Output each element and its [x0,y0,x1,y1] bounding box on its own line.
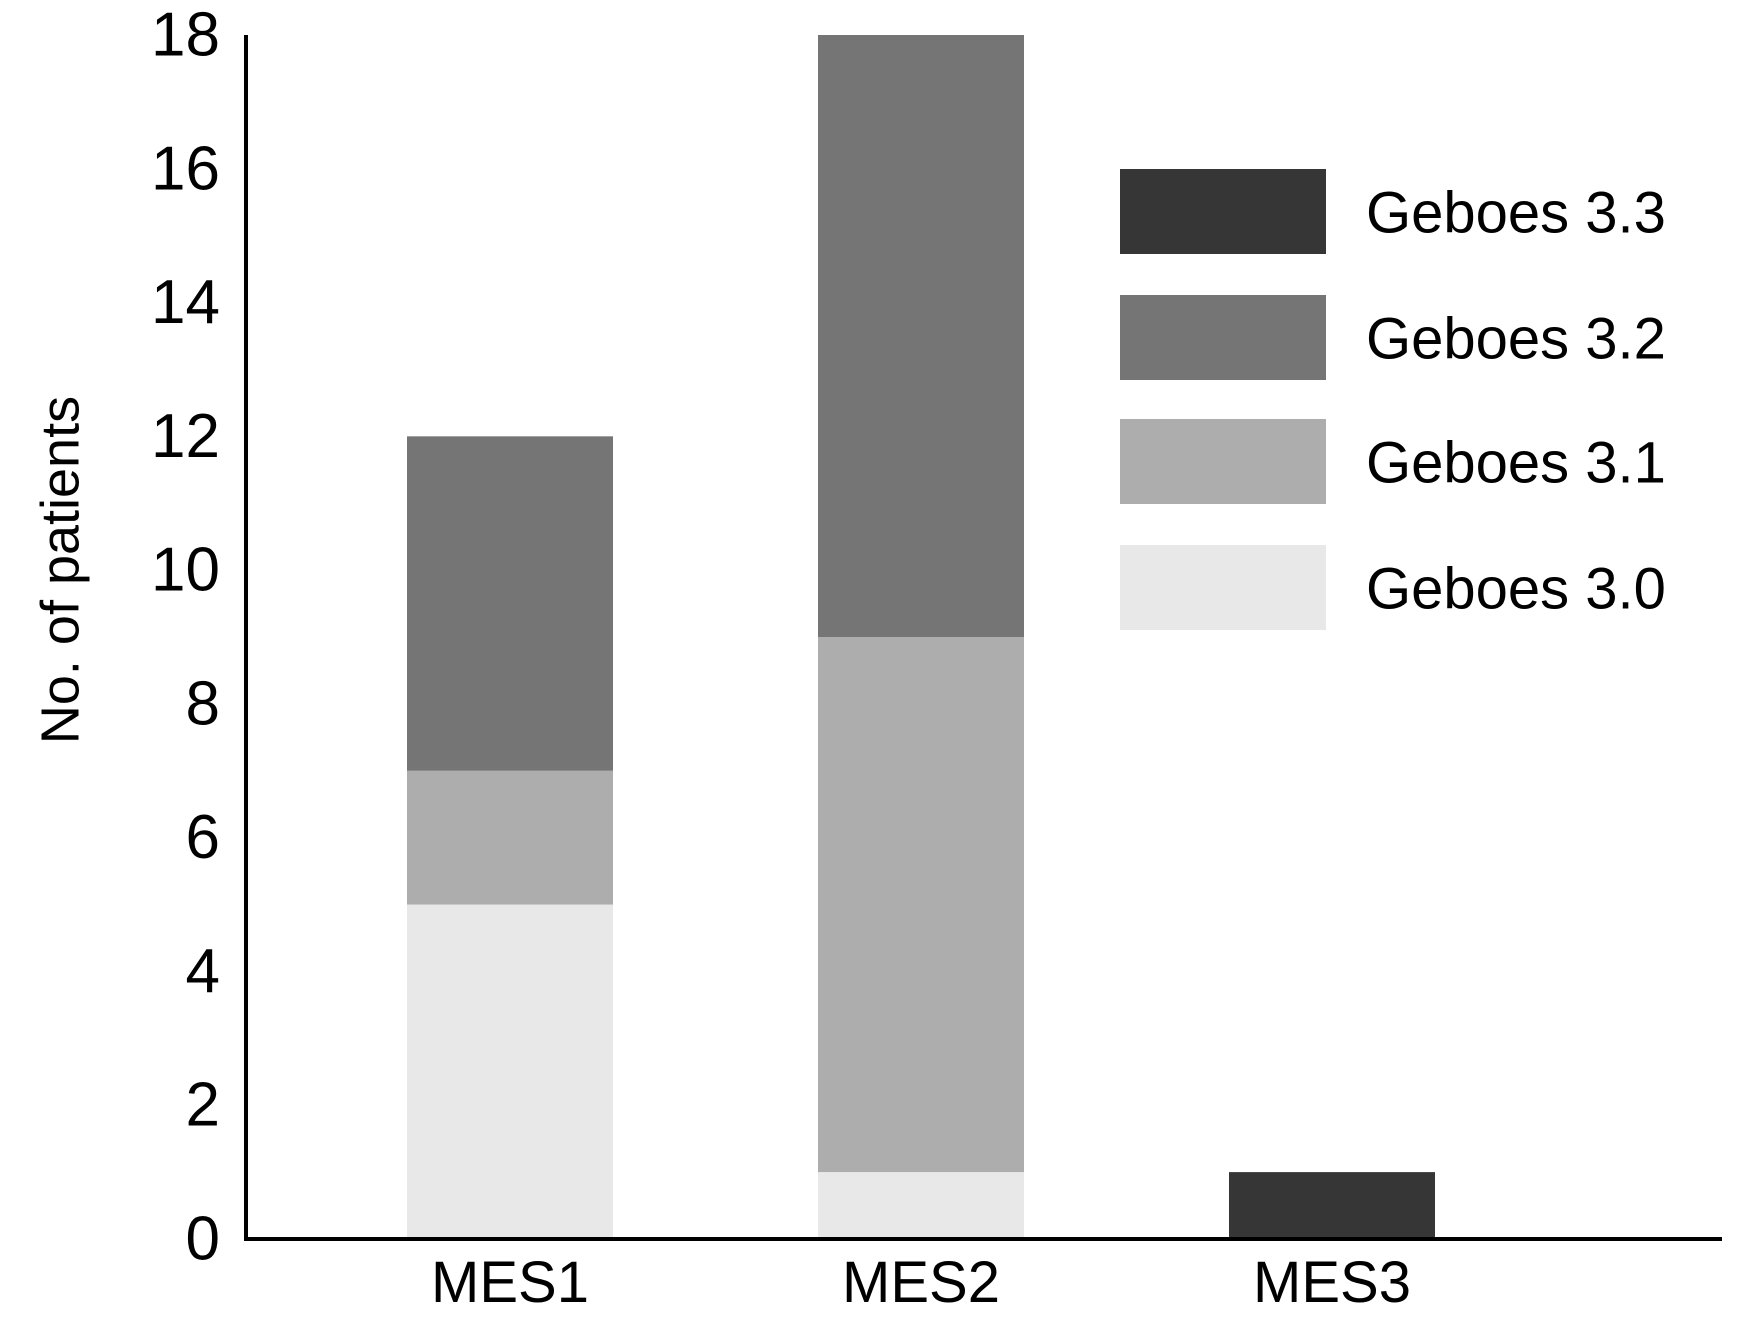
y-tick-labels: 0 2 4 6 8 10 12 14 16 18 [151,1,220,1274]
y-tick-label: 14 [151,268,220,337]
legend-swatch [1120,169,1326,254]
y-tick-label: 18 [151,1,220,70]
bar-segment-mes1-geboes-3-0 [407,904,613,1239]
legend-label: Geboes 3.1 [1366,431,1666,496]
y-tick-label: 6 [186,803,220,872]
bars-layer [407,35,1435,1239]
legend-label: Geboes 3.0 [1366,557,1666,622]
legend-swatch [1120,419,1326,504]
y-tick-label: 12 [151,402,220,471]
y-tick-label: 16 [151,134,220,203]
x-category-labels: MES1 MES2 MES3 [431,1250,1411,1315]
legend-swatch [1120,295,1326,380]
y-tick-label: 4 [186,937,220,1006]
legend-label: Geboes 3.3 [1366,181,1666,246]
bar-segment-mes2-geboes-3-0 [818,1172,1024,1239]
axes-layer [244,35,1722,1241]
y-axis-title: No. of patients [30,396,90,744]
bar-segment-mes2-geboes-3-1 [818,637,1024,1173]
y-tick-label: 10 [151,536,220,605]
legend-label: Geboes 3.2 [1366,307,1666,372]
y-tick-label: 0 [186,1205,220,1274]
y-tick-label: 8 [186,669,220,738]
bar-segment-mes1-geboes-3-1 [407,770,613,905]
legend: Geboes 3.3 Geboes 3.2 Geboes 3.1 Geboes 3.0 [1120,169,1666,630]
legend-swatch [1120,545,1326,630]
x-category-label: MES3 [1253,1250,1411,1315]
bar-segment-mes1-geboes-3-2 [407,436,613,771]
x-category-label: MES2 [842,1250,1000,1315]
y-tick-label: 2 [186,1071,220,1140]
bar-segment-mes3-geboes-3-3 [1229,1172,1435,1239]
x-category-label: MES1 [431,1250,589,1315]
bar-segment-mes2-geboes-3-2 [818,35,1024,637]
